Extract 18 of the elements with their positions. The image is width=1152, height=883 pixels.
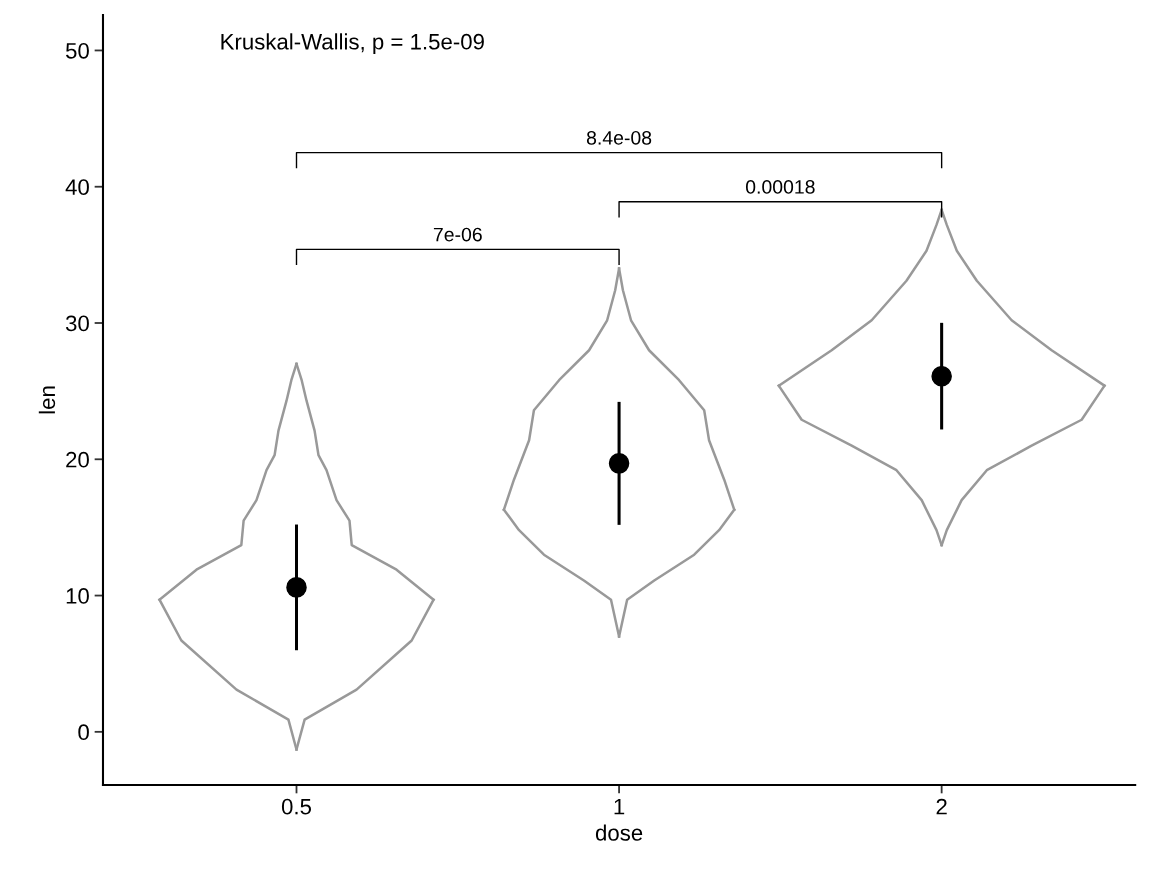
y-tick-label: 10 [66,588,89,604]
annotation: 0.00018 [745,180,815,194]
y-tick-label: 20 [66,451,89,468]
x-axis-title: dose [595,824,643,841]
y-tick-label: 30 [65,315,89,332]
x-tick-label: 0.5 [281,798,312,815]
point [286,577,307,598]
point [608,453,630,474]
x-tick-label: 2 [936,798,947,815]
annotation: 8.4e-08 [586,130,652,145]
annotation: Kruskal-Wallis, p = 1.5e-09 [221,33,484,54]
y-tick-label: 0 [78,724,89,741]
y-tick-label: 40 [65,179,89,195]
x-tick-label: 1 [614,799,625,815]
y-tick-label: 50 [65,42,89,59]
point [931,365,952,387]
y-axis-title: len [38,386,56,414]
annotation: 7e-06 [433,227,482,242]
